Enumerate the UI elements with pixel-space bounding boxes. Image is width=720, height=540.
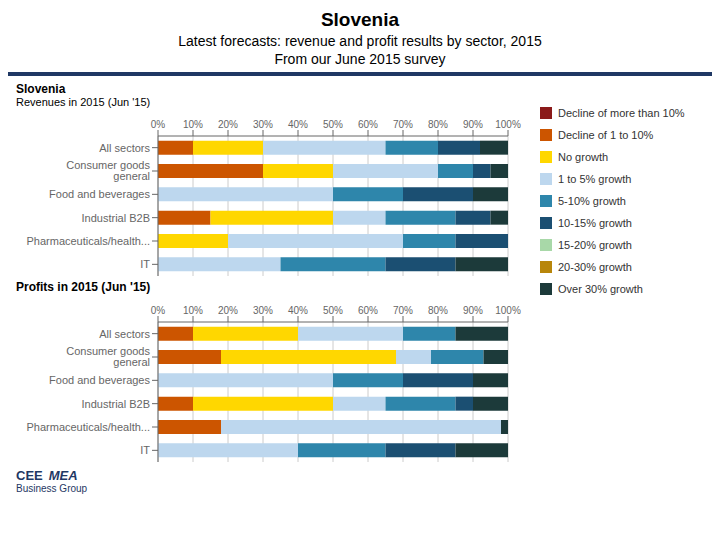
svg-text:0%: 0% <box>151 119 166 130</box>
svg-text:Industrial B2B: Industrial B2B <box>82 398 150 410</box>
svg-text:90%: 90% <box>463 305 483 316</box>
svg-text:40%: 40% <box>288 305 308 316</box>
html-text:No growth: No growth <box>558 151 609 163</box>
html-text:10-15% growth: 10-15% growth <box>558 217 632 229</box>
html-text:Decline of 1 to 10%: Decline of 1 to 10% <box>558 129 654 141</box>
html-text:Slovenia: Slovenia <box>320 9 400 30</box>
svg-text:Food and beverages: Food and beverages <box>49 188 150 200</box>
html-text:Revenues in 2015 (Jun '15): Revenues in 2015 (Jun '15) <box>16 96 151 108</box>
svg-text:10%: 10% <box>183 119 203 130</box>
html-text:5-10% growth: 5-10% growth <box>558 195 626 207</box>
svg-text:Pharmaceuticals/health...: Pharmaceuticals/health... <box>26 421 150 433</box>
svg-text:30%: 30% <box>253 119 273 130</box>
html-text:Profits in 2015 (Jun '15): Profits in 2015 (Jun '15) <box>16 280 151 294</box>
svg-text:All sectors: All sectors <box>99 328 150 340</box>
svg-text:50%: 50% <box>323 119 343 130</box>
svg-text:80%: 80% <box>428 119 448 130</box>
svg-text:60%: 60% <box>358 119 378 130</box>
svg-text:Industrial B2B: Industrial B2B <box>82 212 150 224</box>
svg-text:20%: 20% <box>218 305 238 316</box>
html-text:Latest forecasts: revenue and: Latest forecasts: revenue and profit res… <box>178 33 542 49</box>
svg-text:All sectors: All sectors <box>99 142 150 154</box>
html-text:From our June 2015 survey: From our June 2015 survey <box>274 51 446 67</box>
svg-text:Consumer goodsgeneral: Consumer goodsgeneral <box>66 159 150 182</box>
html-text:1 to 5% growth: 1 to 5% growth <box>558 173 632 185</box>
svg-text:100%: 100% <box>495 119 521 130</box>
svg-text:90%: 90% <box>463 119 483 130</box>
svg-text:60%: 60% <box>358 305 378 316</box>
svg-text:70%: 70% <box>393 119 413 130</box>
svg-text:40%: 40% <box>288 119 308 130</box>
svg-text:70%: 70% <box>393 305 413 316</box>
html-text:20-30% growth: 20-30% growth <box>558 261 632 273</box>
svg-text:0%: 0% <box>151 305 166 316</box>
svg-text:IT: IT <box>140 258 150 270</box>
html-text:Business Group: Business Group <box>16 483 88 494</box>
svg-text:30%: 30% <box>253 305 273 316</box>
svg-text:80%: 80% <box>428 305 448 316</box>
html-text:Over 30% growth: Over 30% growth <box>558 283 643 295</box>
svg-text:IT: IT <box>140 444 150 456</box>
html-text:15-20% growth: 15-20% growth <box>558 239 632 251</box>
svg-text:100%: 100% <box>495 305 521 316</box>
svg-text:10%: 10% <box>183 305 203 316</box>
html-text:CEE MEA: CEE MEA <box>16 468 78 483</box>
svg-text:Consumer goodsgeneral: Consumer goodsgeneral <box>66 345 150 368</box>
html-text:Decline of more than 10%: Decline of more than 10% <box>558 107 685 119</box>
svg-text:50%: 50% <box>323 305 343 316</box>
svg-text:Food and beverages: Food and beverages <box>49 374 150 386</box>
svg-text:Pharmaceuticals/health...: Pharmaceuticals/health... <box>26 235 150 247</box>
svg-text:20%: 20% <box>218 119 238 130</box>
html-text:Slovenia: Slovenia <box>16 82 66 96</box>
